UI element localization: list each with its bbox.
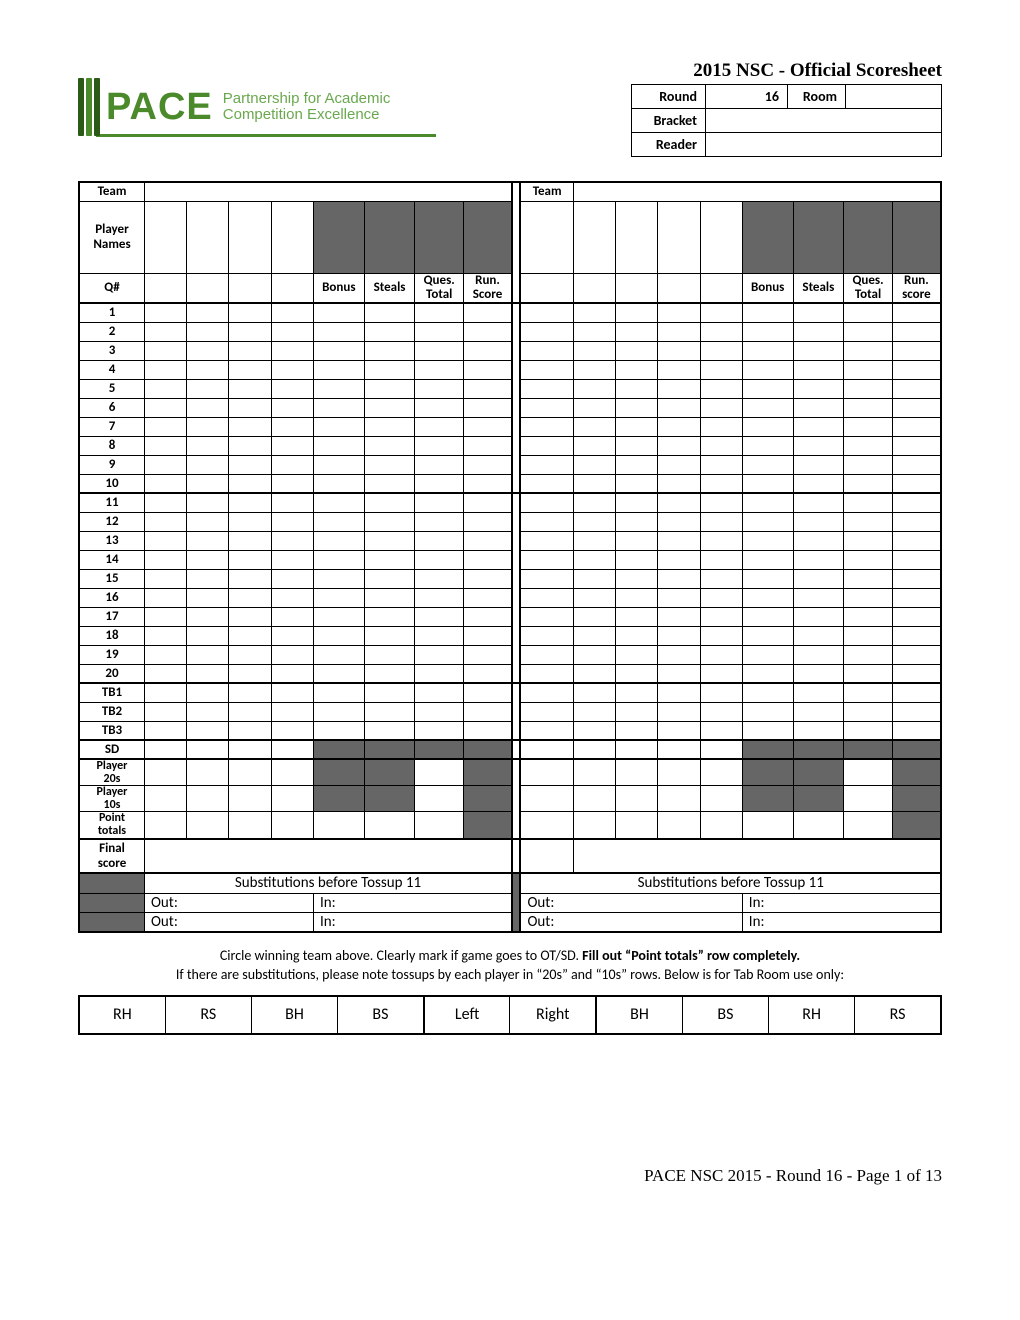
round-label: Round	[632, 85, 706, 109]
note-line2: If there are substitutions, please note …	[176, 966, 844, 983]
tab-cell: BS	[682, 996, 768, 1034]
logo-block: PACE Partnership for Academic Competitio…	[78, 60, 436, 137]
header: PACE Partnership for Academic Competitio…	[78, 60, 942, 157]
tab-cell: RH	[79, 996, 165, 1034]
round-value: 16	[706, 85, 788, 109]
logo-wordmark: PACE	[106, 90, 213, 124]
room-value	[846, 85, 942, 109]
page-title: 2015 NSC - Official Scoresheet	[631, 60, 942, 82]
meta-table: Round 16 Room Bracket Reader	[631, 84, 942, 157]
scoresheet-table: TeamTeamPlayerNamesQ#BonusStealsQues.Tot…	[78, 181, 942, 933]
logo-underline	[96, 134, 436, 137]
tab-cell: Right	[510, 996, 596, 1034]
title-block: 2015 NSC - Official Scoresheet Round 16 …	[631, 60, 942, 157]
tab-cell: RS	[855, 996, 941, 1034]
tab-room-table: RHRSBHBSLeftRightBHBSRHRS	[78, 995, 942, 1035]
tab-cell: BH	[251, 996, 337, 1034]
tab-cell: RH	[769, 996, 855, 1034]
logo-sub1: Partnership for Academic	[223, 91, 391, 108]
tab-cell: BH	[596, 996, 682, 1034]
bracket-value	[706, 109, 942, 133]
notes: Circle winning team above. Clearly mark …	[78, 947, 942, 985]
tab-cell: Left	[424, 996, 510, 1034]
reader-label: Reader	[632, 133, 706, 157]
room-label: Room	[788, 85, 846, 109]
tab-cell: BS	[338, 996, 424, 1034]
note-line1a: Circle winning team above. Clearly mark …	[220, 947, 582, 964]
page-footer: PACE NSC 2015 - Round 16 - Page 1 of 13	[644, 1166, 942, 1186]
logo-sub2: Competition Excellence	[223, 107, 391, 124]
logo-bars-icon	[78, 78, 100, 136]
bracket-label: Bracket	[632, 109, 706, 133]
tab-cell: RS	[165, 996, 251, 1034]
reader-value	[706, 133, 942, 157]
note-line1b: Fill out “Point totals” row completely.	[582, 947, 800, 964]
